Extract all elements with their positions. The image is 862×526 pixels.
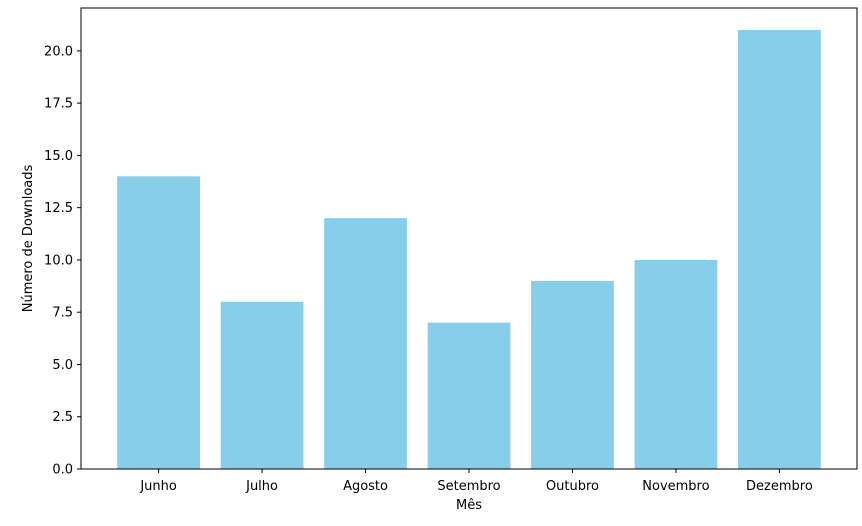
x-tick-label: Novembro [642,479,709,494]
bar-junho [117,176,200,470]
y-tick-label: 10.0 [44,253,73,268]
x-tick-label: Junho [139,479,177,494]
bar-novembro [634,259,718,469]
bar-outubro [531,280,614,469]
bar-agosto [324,218,407,469]
bar-julho [220,301,304,469]
plot-frame [80,7,858,470]
y-tick-label: 20.0 [44,44,73,59]
y-axis: 0.0 2.5 5.0 7.5 10.0 12.5 15.0 17.5 20.0 [44,44,81,478]
x-tick-label: Dezembro [746,479,813,494]
y-tick-label: 17.5 [44,97,73,112]
y-tick-label: 5.0 [52,358,73,373]
y-tick-label: 2.5 [52,410,73,425]
x-axis-label: Mês [456,498,482,513]
y-axis-label: Número de Downloads [21,165,36,313]
x-tick-label: Agosto [343,479,388,494]
y-tick-label: 12.5 [44,201,73,216]
x-tick-label: Julho [245,479,278,494]
bar-setembro [427,322,511,469]
x-tick-label: Setembro [437,479,500,494]
y-tick-label: 7.5 [52,306,73,321]
bars-layer [117,29,821,470]
y-tick-label: 15.0 [44,149,73,164]
x-tick-label: Outubro [546,479,599,494]
bar-dezembro [738,29,821,469]
x-axis: Junho Julho Agosto Setembro Outubro Novembro D… [139,469,813,494]
y-tick-label: 0.0 [52,463,73,478]
